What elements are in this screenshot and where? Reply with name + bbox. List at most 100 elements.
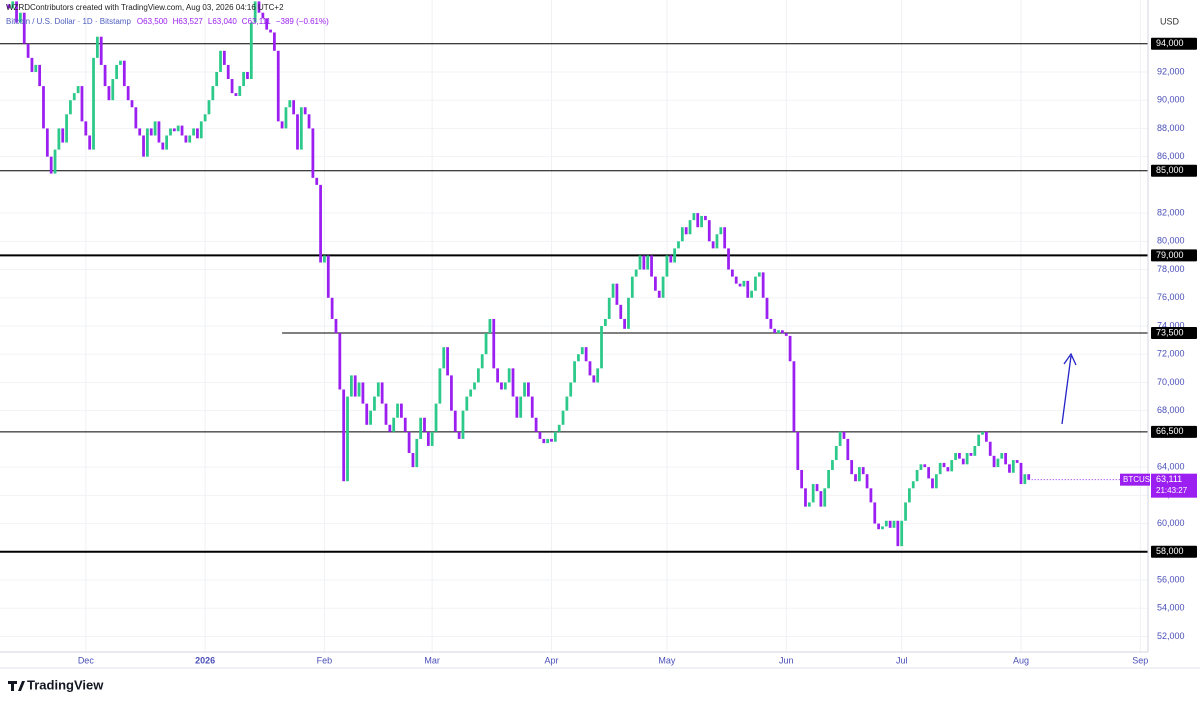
candle-body	[188, 135, 192, 143]
candle-body	[715, 234, 719, 249]
candle-body	[734, 276, 738, 284]
candle-body	[908, 488, 911, 503]
candle-body	[76, 86, 80, 94]
candle-body	[992, 455, 996, 468]
ohlc-value: −389 (−0.61%)	[276, 17, 329, 26]
candle-body	[180, 125, 184, 136]
candle-body	[561, 410, 565, 425]
candle-body	[103, 64, 107, 87]
candle-body	[592, 375, 596, 383]
candle-body	[827, 469, 830, 489]
candle-body	[423, 417, 426, 432]
candle-body	[738, 283, 742, 287]
candle-body	[326, 255, 330, 298]
candle-body	[515, 396, 519, 418]
candle-body	[119, 60, 122, 65]
candle-body	[911, 481, 915, 489]
candle-body	[199, 121, 203, 139]
candle-body	[607, 297, 611, 319]
candle-body	[892, 520, 896, 528]
candle-body	[577, 354, 580, 362]
candle-body	[396, 403, 399, 418]
candle-body	[557, 424, 561, 432]
candle-body	[249, 22, 253, 80]
y-tick-label: 90,000	[1157, 95, 1185, 105]
y-tick-label: 86,000	[1157, 151, 1185, 161]
candle-body	[42, 86, 45, 129]
legend: Bitcoin / U.S. Dollar · 1D · Bitstamp O6…	[6, 17, 329, 26]
level-label-box	[1151, 545, 1197, 558]
candle-body	[954, 453, 957, 461]
candle-body	[307, 114, 311, 129]
level-label: 58,000	[1156, 546, 1184, 556]
candle-body	[881, 526, 884, 530]
candle-body	[942, 462, 946, 468]
candle-body	[211, 86, 215, 101]
candle-body	[746, 280, 750, 298]
candle-body	[303, 107, 307, 115]
candle-body	[750, 290, 753, 298]
candle-body	[361, 382, 365, 404]
candle-body	[384, 403, 388, 425]
y-tick-label: 76,000	[1157, 292, 1185, 302]
candle-body	[661, 276, 665, 298]
candle-body	[615, 283, 619, 305]
candle-body	[192, 128, 195, 136]
candle-body	[857, 467, 861, 482]
candle-body	[811, 484, 815, 503]
candle-body	[927, 467, 931, 479]
x-tick-label: Sep	[1132, 655, 1148, 665]
candle-body	[334, 318, 338, 334]
candle-body	[434, 403, 438, 432]
y-tick-label: 56,000	[1157, 574, 1185, 584]
candle-body	[492, 318, 496, 369]
candle-body	[465, 396, 469, 411]
candle-body	[934, 474, 938, 489]
candle-body	[553, 431, 557, 442]
candle-body	[919, 464, 923, 470]
candle-body	[238, 86, 242, 96]
candle-body	[315, 177, 319, 185]
candle-body	[242, 71, 245, 87]
candle-body	[888, 520, 892, 528]
candle-body	[353, 375, 357, 397]
candle-body	[215, 71, 219, 87]
candle-body	[823, 488, 827, 507]
source-note: WZRDContributors created with TradingVie…	[6, 3, 284, 12]
candle-body	[319, 184, 322, 263]
candle-body	[207, 100, 211, 115]
candle-body	[819, 491, 823, 507]
candle-body	[299, 107, 303, 150]
candle-body	[373, 396, 376, 411]
candle-body	[946, 467, 950, 472]
candle-body	[22, 12, 26, 44]
ticker-box	[1120, 473, 1150, 486]
candle-body	[634, 269, 638, 277]
candle-body	[1015, 460, 1019, 463]
candle-body	[284, 107, 288, 129]
candle-body	[30, 57, 34, 72]
candle-body	[938, 462, 942, 475]
last-price-label: 63,111	[1156, 474, 1182, 484]
candle-body	[92, 57, 95, 150]
candle-body	[680, 227, 684, 242]
candle-body	[15, 1, 18, 23]
candle-body	[392, 417, 396, 432]
candle-body	[900, 520, 904, 547]
candle-body	[126, 86, 130, 101]
candle-body	[719, 227, 723, 235]
candle-body	[61, 128, 65, 143]
candle-body	[226, 64, 230, 80]
candle-body	[26, 43, 30, 58]
level-label-box	[1151, 164, 1197, 177]
candle-body	[815, 484, 819, 492]
level-label: 66,500	[1156, 426, 1184, 436]
candle-body	[349, 375, 353, 397]
candle-body	[446, 347, 449, 376]
candle-body	[38, 64, 42, 87]
candle-body	[988, 441, 992, 456]
candle-body	[503, 382, 507, 390]
candle-body	[426, 431, 430, 446]
